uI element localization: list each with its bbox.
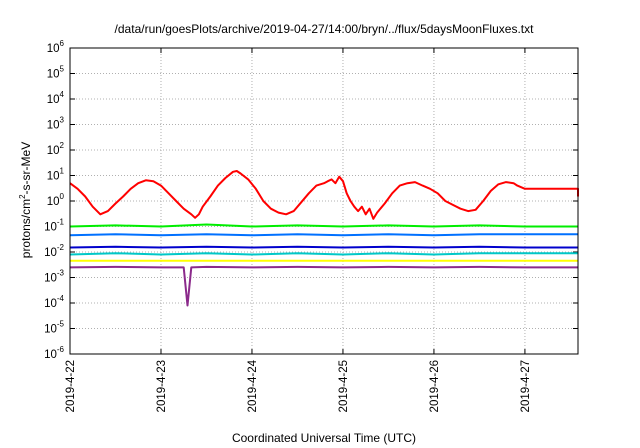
x-tick-label: 2019-4-26 (429, 360, 441, 412)
series-line (69, 245, 578, 249)
x-axis-title: Coordinated Universal Time (UTC) (232, 431, 416, 445)
y-tick-exponent: 1 (60, 167, 65, 176)
y-tick-label: 100 (47, 192, 65, 208)
y-tick-base: 10 (44, 324, 57, 336)
series-line (69, 233, 578, 237)
y-tick-base: 10 (47, 43, 60, 55)
series-line (69, 265, 578, 307)
series-line (69, 223, 578, 228)
y-axis-title-superscript: 2 (18, 194, 27, 199)
y-tick-exponent: -2 (57, 243, 65, 252)
x-tick-label: 2019-4-22 (65, 360, 77, 412)
grid (70, 48, 578, 354)
y-tick-exponent: -3 (57, 269, 65, 278)
y-tick-exponent: 0 (60, 192, 65, 201)
y-tick-exponent: 6 (60, 39, 65, 48)
y-tick-label: 102 (47, 141, 65, 157)
series-line (69, 252, 578, 256)
y-tick-label: 10-3 (44, 269, 64, 285)
y-tick-exponent: 2 (60, 141, 65, 150)
y-tick-exponent: 4 (60, 90, 65, 99)
y-tick-base: 10 (44, 349, 57, 361)
y-tick-label: 104 (47, 90, 65, 106)
plot-frame (69, 47, 579, 355)
y-tick-exponent: -4 (57, 294, 65, 303)
series-line (69, 170, 579, 220)
y-tick-label: 106 (47, 39, 65, 55)
y-axis-ticks: 10-610-510-410-310-210-11001011021031041… (44, 39, 578, 361)
y-tick-base: 10 (44, 298, 57, 310)
y-tick-base: 10 (47, 94, 60, 106)
y-tick-label: 10-6 (44, 345, 64, 361)
y-axis-title: protons/cm2-s-sr-MeV (18, 142, 33, 258)
y-tick-exponent: 5 (60, 65, 65, 74)
y-tick-label: 10-1 (44, 218, 64, 234)
y-tick-label: 101 (47, 167, 65, 183)
y-tick-label: 10-5 (44, 320, 64, 336)
x-tick-label: 2019-4-27 (520, 360, 532, 412)
series-layer (69, 170, 579, 307)
y-tick-base: 10 (47, 69, 60, 81)
y-tick-base: 10 (47, 145, 60, 157)
y-tick-exponent: -1 (57, 218, 65, 227)
y-axis-title-prefix: protons/cm (19, 199, 33, 258)
x-axis-ticks: 2019-4-22 2019-4-23 2019-4-24 2019-4-25 2019… (65, 48, 532, 412)
y-tick-exponent: -5 (57, 320, 65, 329)
y-tick-label: 10-2 (44, 243, 64, 259)
y-tick-base: 10 (44, 222, 57, 234)
y-tick-label: 103 (47, 116, 65, 132)
y-axis-title-suffix: -s-sr-MeV (19, 142, 33, 195)
y-tick-exponent: 3 (60, 116, 65, 125)
x-tick-label: 2019-4-24 (247, 359, 259, 412)
y-tick-base: 10 (47, 196, 60, 208)
x-tick-label: 2019-4-25 (338, 360, 350, 412)
chart-title: /data/run/goesPlots/archive/2019-04-27/1… (115, 22, 535, 36)
x-tick-label: 2019-4-23 (156, 360, 168, 412)
y-tick-base: 10 (47, 171, 60, 183)
y-tick-label: 10-4 (44, 294, 64, 310)
y-tick-base: 10 (47, 120, 60, 132)
y-tick-base: 10 (44, 247, 57, 259)
y-tick-base: 10 (44, 273, 57, 285)
y-tick-label: 105 (47, 65, 65, 81)
y-tick-exponent: -6 (57, 345, 65, 354)
